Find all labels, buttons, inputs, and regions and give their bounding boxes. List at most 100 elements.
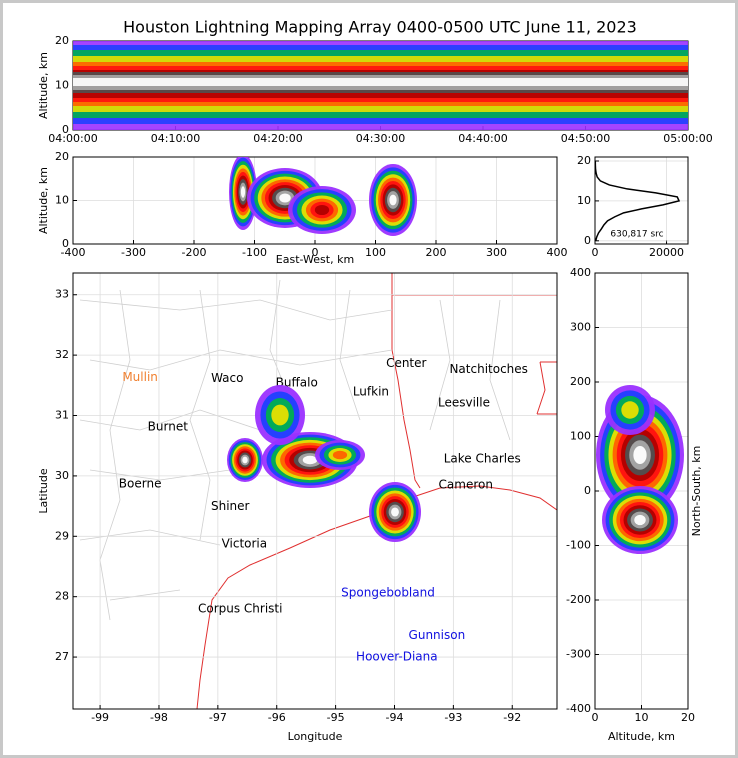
density-contour xyxy=(240,186,246,198)
density-blob xyxy=(255,385,305,445)
place-label: Boerne xyxy=(119,476,162,490)
density-contour xyxy=(314,204,330,216)
x-tick-label: 0 xyxy=(592,246,599,259)
x-tick-label: 04:00:00 xyxy=(48,132,97,145)
chart-title: Houston Lightning Mapping Array 0400-050… xyxy=(123,18,637,37)
density-contour xyxy=(279,193,291,203)
y-tick-label: 20 xyxy=(577,154,591,167)
density-layer xyxy=(73,41,688,554)
x-tick-label: 20 xyxy=(681,711,695,724)
place-label: Cameron xyxy=(439,477,493,491)
place-label: Gunnison xyxy=(409,628,466,642)
y-tick-label: 10 xyxy=(55,79,69,92)
x-tick-label: -94 xyxy=(386,711,404,724)
density-contour xyxy=(271,404,289,426)
density-blob xyxy=(288,186,356,234)
x-tick-label: 10 xyxy=(635,711,649,724)
x-tick-label: -97 xyxy=(209,711,227,724)
y-tick-label: 31 xyxy=(55,409,69,422)
x-tick-label: -98 xyxy=(150,711,168,724)
x-axis-label: Longitude xyxy=(288,730,343,743)
density-contour xyxy=(634,514,646,526)
x-tick-label: 05:00:00 xyxy=(663,132,712,145)
y-tick-label: 300 xyxy=(570,321,591,334)
y-tick-label: 0 xyxy=(584,234,591,247)
y-tick-label: 30 xyxy=(55,469,69,482)
x-tick-label: 04:20:00 xyxy=(253,132,302,145)
place-label: Center xyxy=(386,356,426,370)
density-blob xyxy=(605,385,655,435)
plot-frame xyxy=(594,272,689,710)
density-contour xyxy=(621,401,639,419)
x-tick-label: 04:50:00 xyxy=(561,132,610,145)
place-label: Spongebobland xyxy=(341,586,435,600)
y-tick-label: 33 xyxy=(55,288,69,301)
density-contour xyxy=(391,507,399,517)
state-border xyxy=(536,361,557,415)
place-label: Victoria xyxy=(222,537,268,551)
plot-frame xyxy=(72,156,558,245)
place-label: Buffalo xyxy=(276,375,318,389)
y-axis-label: Latitude xyxy=(37,468,50,514)
x-tick-label: 04:40:00 xyxy=(458,132,507,145)
y-tick-label: 200 xyxy=(570,375,591,388)
profile-line xyxy=(594,160,681,242)
x-tick-label: -400 xyxy=(61,246,86,259)
x-axis-label: East-West, km xyxy=(276,253,354,266)
x-tick-label: 0 xyxy=(312,246,319,259)
y-axis-label: Altitude, km xyxy=(37,167,50,234)
y-tick-label: 0 xyxy=(584,484,591,497)
x-tick-label: 0 xyxy=(592,711,599,724)
density-contour xyxy=(389,194,397,206)
x-tick-label: -96 xyxy=(268,711,286,724)
y-axis-label: North-South, km xyxy=(690,446,703,537)
density-blob xyxy=(602,486,678,554)
place-label: Mullin xyxy=(122,370,158,384)
y-tick-label: 0 xyxy=(62,123,69,136)
place-label: Lake Charles xyxy=(444,451,521,465)
place-label: Lufkin xyxy=(353,384,389,398)
y-tick-label: 100 xyxy=(570,430,591,443)
place-label: Natchitoches xyxy=(449,362,527,376)
place-label: Hoover-Diana xyxy=(356,650,438,664)
x-tick-label: -100 xyxy=(242,246,267,259)
x-tick-label: -93 xyxy=(444,711,462,724)
density-blob xyxy=(315,440,365,470)
y-tick-label: -100 xyxy=(566,539,591,552)
x-tick-label: -95 xyxy=(327,711,345,724)
density-contour xyxy=(633,445,647,465)
county-lines xyxy=(79,279,511,621)
y-axis-label: Altitude, km xyxy=(37,52,50,119)
y-tick-label: 20 xyxy=(55,34,69,47)
x-tick-label: 04:30:00 xyxy=(356,132,405,145)
x-axis-label: Altitude, km xyxy=(608,730,675,743)
x-tick-label: -99 xyxy=(91,711,109,724)
plot-frame xyxy=(594,156,689,245)
x-tick-label: 400 xyxy=(547,246,568,259)
density-contour xyxy=(332,450,348,460)
x-tick-label: 20000 xyxy=(649,246,684,259)
x-tick-label: 200 xyxy=(426,246,447,259)
y-tick-label: 0 xyxy=(62,237,69,250)
x-tick-label: -300 xyxy=(121,246,146,259)
x-tick-label: -200 xyxy=(182,246,207,259)
place-label: Corpus Christi xyxy=(198,601,283,615)
time-height-band xyxy=(73,41,688,130)
y-tick-label: 20 xyxy=(55,150,69,163)
x-tick-label: 100 xyxy=(365,246,386,259)
y-tick-label: -300 xyxy=(566,648,591,661)
y-tick-label: 29 xyxy=(55,529,69,542)
x-tick-label: 300 xyxy=(486,246,507,259)
place-label: Waco xyxy=(211,371,243,385)
place-label: Shiner xyxy=(211,499,250,513)
y-tick-label: -200 xyxy=(566,593,591,606)
density-contour xyxy=(73,78,688,86)
y-tick-label: -400 xyxy=(566,702,591,715)
place-label: Leesville xyxy=(438,395,490,409)
y-tick-label: 27 xyxy=(55,650,69,663)
density-blob xyxy=(369,164,417,236)
density-contour xyxy=(302,455,318,465)
y-tick-label: 400 xyxy=(570,266,591,279)
density-blob xyxy=(227,438,263,482)
density-blob xyxy=(369,482,421,542)
